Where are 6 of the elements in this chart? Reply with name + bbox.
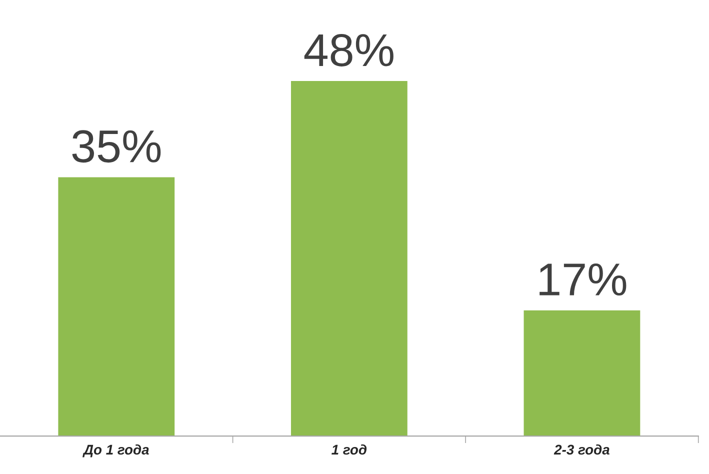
- data-label: 35%: [72, 130, 161, 163]
- x-tick-label: 2-3 года: [554, 444, 610, 455]
- x-tick-label: До 1 года: [82, 444, 149, 458]
- data-label: 17%: [540, 263, 626, 296]
- x-tick-label: 1 год: [332, 444, 367, 455]
- data-label: 48%: [304, 34, 394, 66]
